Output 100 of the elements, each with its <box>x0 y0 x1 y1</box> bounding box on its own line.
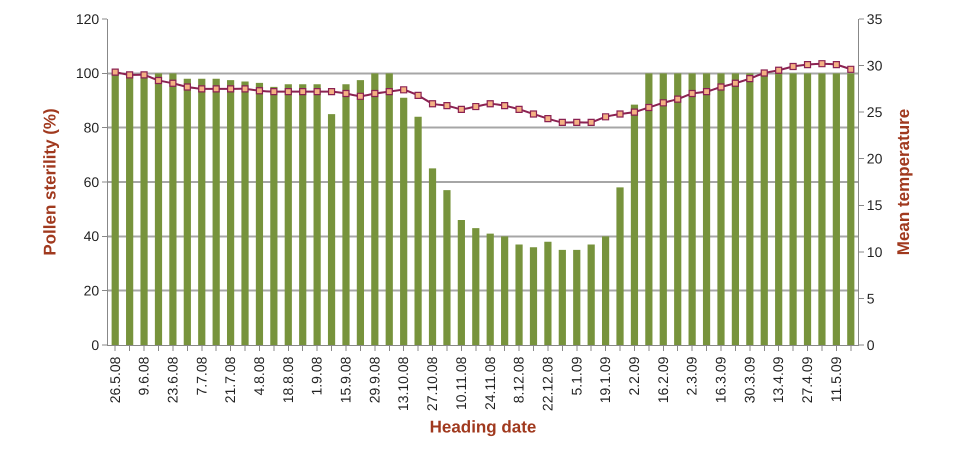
y2-tick-label: 35 <box>866 10 883 27</box>
y2-tick-label: 10 <box>866 244 883 260</box>
point <box>486 100 494 108</box>
bar <box>804 73 812 345</box>
bar <box>775 73 782 345</box>
y-tick-label: 0 <box>91 336 100 353</box>
bar <box>818 73 826 345</box>
point <box>342 90 350 98</box>
bar <box>530 247 538 345</box>
x-tick-label: 8.12.08 <box>510 356 527 404</box>
x-tick-label: 24.11.08 <box>482 356 498 410</box>
x-tick-label: 18.8.08 <box>280 356 296 404</box>
point <box>688 90 696 98</box>
point <box>256 87 264 94</box>
point <box>284 88 292 96</box>
x-tick-label: 22.12.08 <box>539 356 556 412</box>
bar <box>458 220 465 345</box>
y-axis-title: Pollen sterility (%) <box>40 108 60 256</box>
bar <box>140 76 148 345</box>
x-tick-label: 15.9.08 <box>338 356 354 404</box>
x-tick-label: 13.4.09 <box>770 356 786 404</box>
x-axis-title: Heading date <box>430 418 536 436</box>
point <box>818 60 826 68</box>
bar <box>226 80 234 345</box>
bar <box>154 73 162 345</box>
x-tick-label: 11.5.09 <box>828 356 844 402</box>
bar <box>501 236 508 345</box>
bar <box>241 81 249 345</box>
bar <box>616 187 624 345</box>
bar <box>515 244 523 345</box>
point <box>790 62 797 70</box>
point <box>515 106 523 113</box>
point <box>356 92 364 100</box>
bar <box>371 73 378 345</box>
point <box>530 110 538 118</box>
point <box>314 88 321 96</box>
point <box>760 69 768 77</box>
y-tick-label: 20 <box>84 282 100 299</box>
point <box>386 88 393 96</box>
point <box>428 100 436 108</box>
point <box>472 102 480 110</box>
bar <box>314 84 321 345</box>
bar <box>198 78 206 345</box>
x-tick-label: 26.5.08 <box>106 356 123 404</box>
x-tick-label: 19.1.09 <box>597 356 614 404</box>
bar <box>630 104 638 345</box>
bar <box>328 114 336 345</box>
y2-tick-label: 20 <box>866 150 883 167</box>
y-tick-label: 80 <box>84 120 100 136</box>
bar <box>544 242 552 345</box>
bar <box>602 236 610 345</box>
bar <box>486 234 494 345</box>
point <box>140 71 148 78</box>
bar <box>674 73 682 345</box>
bar <box>558 250 566 345</box>
x-tick-label: 30.3.09 <box>741 356 758 404</box>
point <box>804 61 812 68</box>
point <box>674 96 682 103</box>
bar <box>702 73 710 345</box>
point <box>573 118 580 126</box>
point <box>645 104 652 112</box>
point <box>847 66 854 73</box>
x-tick-label: 2.3.09 <box>684 356 700 396</box>
point <box>227 85 234 92</box>
bar <box>789 73 797 345</box>
bar <box>386 73 393 345</box>
point <box>458 106 465 113</box>
bar <box>428 168 436 345</box>
bar <box>588 244 595 345</box>
point <box>746 75 754 82</box>
x-tick-label: 16.2.09 <box>654 356 671 404</box>
x-tick-label: 5.1.09 <box>568 356 584 396</box>
y2-tick-label: 0 <box>866 336 875 353</box>
bar <box>832 73 840 345</box>
bar <box>660 73 667 345</box>
point <box>616 110 624 118</box>
x-tick-label: 29.9.08 <box>366 356 382 404</box>
bar <box>472 228 480 345</box>
x-tick-label: 23.6.08 <box>164 356 180 404</box>
point <box>270 88 278 96</box>
bar <box>126 76 134 345</box>
bar <box>732 73 740 345</box>
bar <box>342 84 350 345</box>
y-tick-label: 60 <box>84 174 100 190</box>
point <box>443 102 451 110</box>
bar <box>284 84 292 345</box>
x-tick-label: 9.6.08 <box>136 356 152 396</box>
bar <box>847 73 854 345</box>
point <box>832 61 840 68</box>
point <box>198 85 206 92</box>
y-tick-label: 120 <box>76 10 100 27</box>
y2-tick-label: 30 <box>866 57 883 74</box>
point <box>241 85 249 92</box>
point <box>184 83 191 91</box>
bar <box>169 73 177 345</box>
bar <box>688 73 696 345</box>
bar <box>356 80 364 345</box>
x-tick-label: 21.7.08 <box>222 356 238 404</box>
point <box>588 118 595 126</box>
x-tick-label: 4.8.08 <box>250 356 267 396</box>
